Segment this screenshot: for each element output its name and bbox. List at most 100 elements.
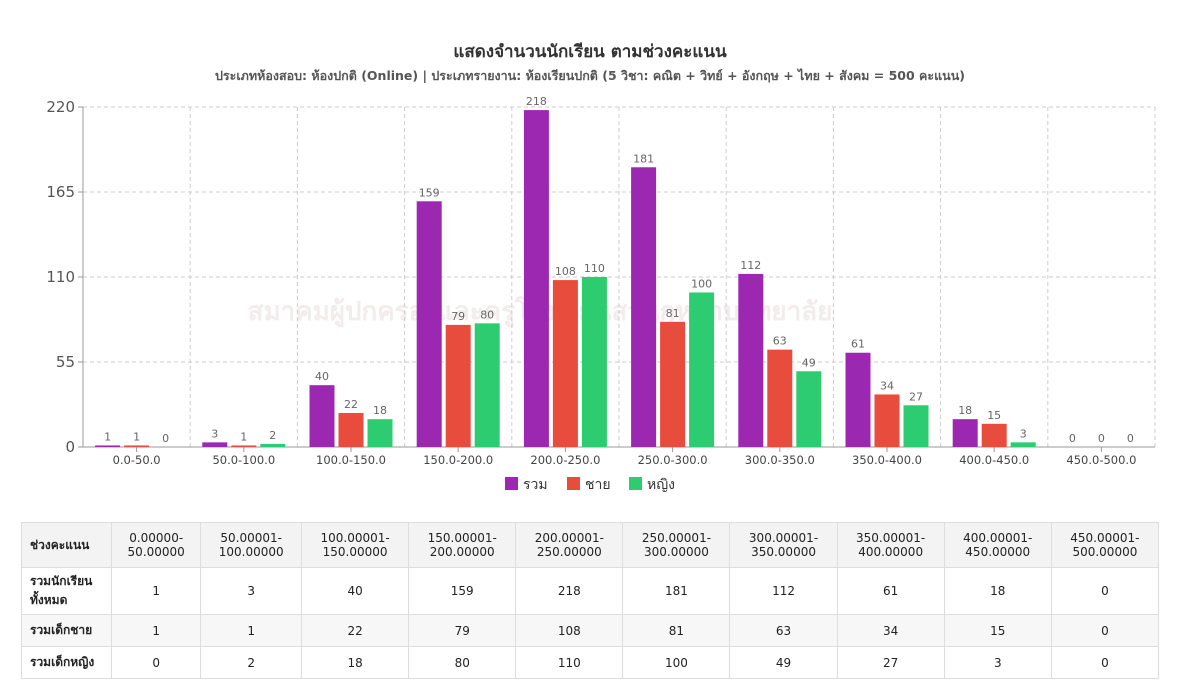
table-cell: 3 — [943, 646, 1052, 679]
legend[interactable]: รวม ชาย หญิง — [505, 477, 675, 493]
data-label: 218 — [526, 95, 547, 108]
table-cell: 0 — [1050, 646, 1160, 679]
data-label: 49 — [802, 356, 816, 369]
x-tick-label: 50.0-100.0 — [212, 453, 275, 467]
table-row-total: รวมนักเรียน ทั้งหมด 1 3 40 159 218 181 11… — [21, 567, 1160, 615]
bar-หญิง-50.0-100.0[interactable] — [260, 443, 286, 447]
row-label-total: รวมนักเรียน ทั้งหมด — [21, 567, 112, 615]
bar-หญิง-300.0-350.0[interactable] — [796, 371, 822, 447]
bar-ชาย-0.0-50.0[interactable] — [124, 445, 150, 447]
table-cell: 181 — [622, 567, 731, 615]
data-label: 15 — [987, 409, 1001, 422]
table-row-female: รวมเด็กหญิง 0 2 18 80 110 100 49 27 3 0 — [21, 646, 1160, 679]
row-label-male: รวมเด็กชาย — [21, 614, 112, 647]
chart-subtitle: ประเภทห้องสอบ: ห้องปกติ (Online) | ประเภ… — [215, 68, 965, 83]
bar-ชาย-350.0-400.0[interactable] — [874, 394, 900, 447]
bar-รวม-250.0-300.0[interactable] — [631, 167, 657, 448]
x-tick-label: 300.0-350.0 — [745, 453, 815, 467]
x-tick-label: 200.0-250.0 — [530, 453, 600, 467]
x-tick-label: 0.0-50.0 — [113, 453, 161, 467]
bar-รวม-400.0-450.0[interactable] — [952, 419, 978, 447]
table-cell: 3 — [200, 567, 303, 615]
table-cell: 63 — [729, 614, 838, 647]
table-cell: 81 — [622, 614, 731, 647]
bar-หญิง-100.0-150.0[interactable] — [367, 419, 393, 447]
row-label-female: รวมเด็กหญิง — [21, 646, 112, 679]
table-cell: 27 — [836, 646, 945, 679]
data-label: 40 — [315, 370, 329, 383]
data-label: 3 — [1020, 427, 1027, 440]
legend-label-รวม[interactable]: รวม — [523, 477, 548, 493]
table-cell: 0 — [1050, 567, 1160, 615]
bar-รวม-350.0-400.0[interactable] — [845, 352, 871, 447]
data-label: 18 — [958, 404, 972, 417]
chart-title: แสดงจำนวนนักเรียน ตามช่วงคะแนน — [453, 42, 727, 62]
data-label: 1 — [133, 430, 140, 443]
bar-หญิง-200.0-250.0[interactable] — [581, 277, 607, 447]
bar-หญิง-400.0-450.0[interactable] — [1010, 442, 1036, 447]
x-tick-label: 450.0-500.0 — [1066, 453, 1136, 467]
bar-หญิง-150.0-200.0[interactable] — [474, 323, 500, 447]
table-cell: 61 — [836, 567, 945, 615]
table-cell: 15 — [943, 614, 1052, 647]
bar-chart: สมาคมผู้ปกครองและครูโรงเรียนสวนกุหลาบวิท… — [46, 95, 1156, 493]
data-label: 81 — [666, 307, 680, 320]
data-label: 181 — [633, 152, 654, 165]
table-cell: 110 — [515, 646, 624, 679]
table-cell: 22 — [301, 614, 410, 647]
table-cell: 1 — [110, 614, 202, 647]
bar-รวม-50.0-100.0[interactable] — [202, 442, 228, 447]
table-cell: 159 — [408, 567, 517, 615]
bar-ชาย-250.0-300.0[interactable] — [660, 321, 686, 447]
range-3: 150.00001- 200.00000 — [408, 522, 517, 568]
data-label: 1 — [104, 430, 111, 443]
x-tick-label: 100.0-150.0 — [316, 453, 386, 467]
bar-ชาย-300.0-350.0[interactable] — [767, 349, 793, 447]
bar-หญิง-250.0-300.0[interactable] — [689, 292, 715, 447]
legend-label-ชาย[interactable]: ชาย — [585, 477, 611, 493]
range-9: 450.00001- 500.00000 — [1050, 522, 1160, 568]
data-label: 80 — [480, 308, 494, 321]
legend-swatch-ชาย[interactable] — [567, 477, 580, 490]
range-4: 200.00001- 250.00000 — [515, 522, 624, 568]
table-cell: 218 — [515, 567, 624, 615]
bar-ชาย-100.0-150.0[interactable] — [338, 413, 364, 447]
legend-swatch-หญิง[interactable] — [629, 477, 642, 490]
table-cell: 18 — [943, 567, 1052, 615]
range-6: 300.00001- 350.00000 — [729, 522, 838, 568]
bar-ชาย-200.0-250.0[interactable] — [552, 280, 578, 447]
table-cell: 2 — [200, 646, 303, 679]
data-label: 3 — [211, 427, 218, 440]
bar-ชาย-150.0-200.0[interactable] — [445, 324, 471, 447]
bar-หญิง-350.0-400.0[interactable] — [903, 405, 929, 447]
table-cell: 80 — [408, 646, 517, 679]
bar-รวม-100.0-150.0[interactable] — [309, 385, 335, 447]
bar-รวม-0.0-50.0[interactable] — [95, 445, 121, 447]
bar-รวม-150.0-200.0[interactable] — [416, 201, 442, 447]
bar-ชาย-400.0-450.0[interactable] — [981, 423, 1007, 447]
table-cell: 34 — [836, 614, 945, 647]
bar-รวม-300.0-350.0[interactable] — [738, 273, 764, 447]
data-label: 108 — [555, 265, 576, 278]
grid — [83, 106, 1156, 447]
legend-swatch-รวม[interactable] — [505, 477, 518, 490]
bar-ชาย-50.0-100.0[interactable] — [231, 445, 257, 447]
data-label: 79 — [451, 310, 465, 323]
data-label: 63 — [773, 335, 787, 348]
table-cell: 0 — [110, 646, 202, 679]
data-label: 159 — [419, 186, 440, 199]
table-header-label: ช่วงคะแนน — [21, 522, 112, 568]
data-label: 18 — [373, 404, 387, 417]
data-label: 27 — [909, 390, 923, 403]
range-1: 50.00001- 100.00000 — [200, 522, 303, 568]
x-tick-label: 350.0-400.0 — [852, 453, 922, 467]
y-tick-label: 165 — [46, 183, 75, 201]
legend-label-หญิง[interactable]: หญิง — [647, 477, 675, 493]
table-cell: 100 — [622, 646, 731, 679]
x-tick-label: 400.0-450.0 — [959, 453, 1029, 467]
bar-รวม-200.0-250.0[interactable] — [523, 110, 549, 447]
data-label: 2 — [269, 429, 276, 442]
table-cell: 18 — [301, 646, 410, 679]
